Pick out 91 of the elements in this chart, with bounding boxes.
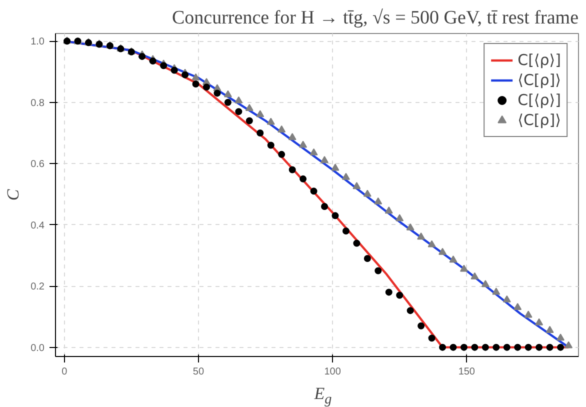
point (396, 214, 404, 222)
point (503, 344, 510, 351)
point (438, 248, 447, 255)
point (235, 108, 242, 116)
point (278, 150, 286, 158)
point (192, 73, 200, 80)
point (138, 52, 146, 60)
point (564, 341, 573, 348)
x-tick-label: 100 (324, 366, 342, 378)
x-tick-label: 0 (62, 366, 68, 378)
point (384, 206, 393, 214)
point (450, 344, 457, 351)
point (524, 344, 532, 351)
point (524, 310, 532, 318)
point (406, 223, 414, 230)
point (428, 334, 436, 342)
point (299, 140, 308, 148)
point (374, 267, 382, 274)
point (266, 118, 275, 125)
point (536, 344, 543, 351)
y-tick-label: 0.4 (30, 220, 45, 232)
point (374, 197, 382, 204)
point (278, 125, 286, 132)
point (203, 84, 210, 91)
legend-label: ⟨C[ρ]⟩ (518, 71, 561, 89)
point (556, 334, 565, 341)
point (246, 117, 253, 124)
point (535, 318, 544, 326)
point (481, 280, 490, 288)
x-axis-title: E$_{g}$ (314, 383, 332, 407)
point (502, 295, 511, 302)
point (439, 344, 446, 351)
y-tick-label: 0.2 (30, 282, 45, 293)
point (160, 62, 168, 70)
point (300, 175, 307, 182)
point (267, 142, 274, 149)
point (492, 344, 500, 351)
point (170, 66, 178, 74)
point (546, 326, 554, 333)
point (514, 344, 522, 351)
point (320, 156, 329, 164)
point (363, 190, 372, 197)
point (192, 80, 200, 88)
point (245, 104, 254, 112)
point (460, 264, 468, 272)
point (342, 172, 350, 180)
point (364, 255, 371, 262)
point (332, 212, 339, 220)
point (310, 148, 318, 156)
point (470, 272, 479, 280)
point (321, 202, 328, 210)
point (449, 256, 458, 263)
chart-title: Concurrence for H → tt̄g, √s = 500 GeV, tt̄ rest frame (172, 8, 579, 28)
point (417, 232, 426, 240)
point (385, 288, 392, 296)
point (234, 96, 243, 104)
x-tick-label: 150 (458, 366, 476, 378)
legend-label: C[⟨ρ⟩] (518, 51, 561, 69)
point (557, 344, 564, 351)
point (224, 90, 232, 98)
point (149, 58, 156, 65)
point (492, 288, 500, 295)
point (310, 188, 318, 195)
point (288, 166, 296, 174)
legend-label: ⟨C[ρ]⟩ (518, 111, 561, 129)
point (460, 344, 468, 351)
point (471, 344, 478, 351)
point (396, 292, 404, 299)
point (406, 307, 414, 314)
point (546, 344, 554, 351)
point (182, 71, 189, 78)
x-tick-label: 50 (192, 366, 204, 378)
point (224, 98, 232, 106)
y-tick-label: 1.0 (30, 36, 45, 48)
y-axis-title: C (4, 188, 23, 201)
point (514, 302, 522, 310)
point (331, 164, 340, 171)
point (288, 133, 296, 140)
point (214, 90, 221, 97)
y-tick-label: 0.6 (30, 159, 45, 170)
point (418, 322, 425, 330)
point (352, 182, 361, 190)
point (342, 227, 350, 234)
point (482, 344, 489, 351)
point (256, 110, 264, 118)
y-tick-label: 0.0 (30, 342, 45, 354)
point (353, 240, 360, 247)
point (428, 240, 436, 248)
y-tick-label: 0.8 (30, 98, 45, 109)
point (256, 130, 264, 136)
legend-label: C[⟨ρ⟩] (518, 91, 561, 109)
